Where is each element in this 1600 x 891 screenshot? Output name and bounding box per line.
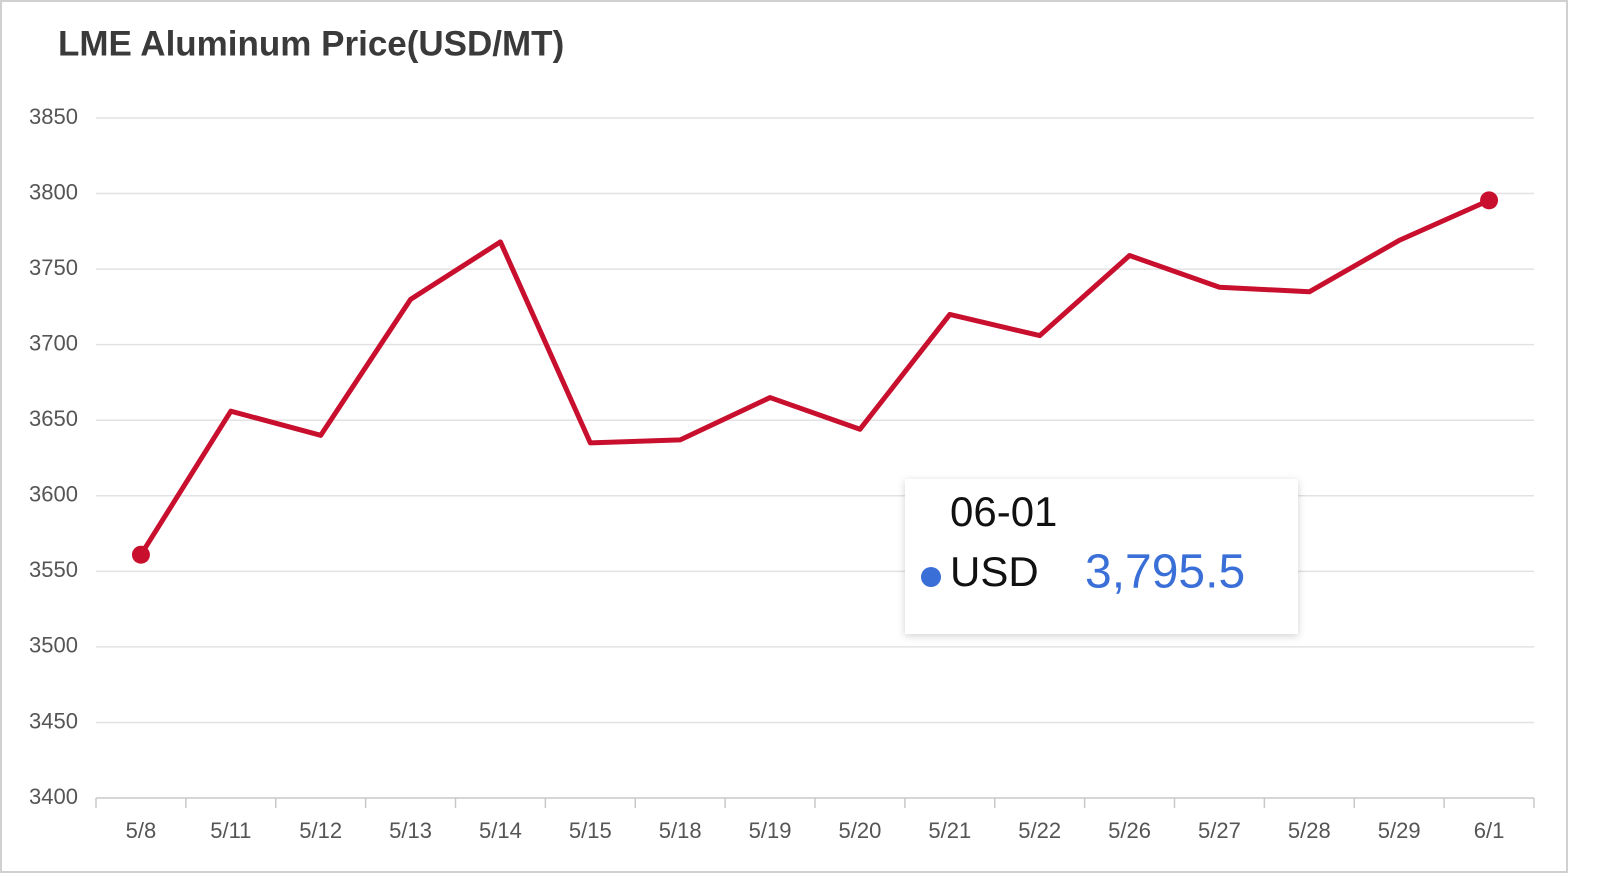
x-tick-label: 5/13 [389, 818, 432, 843]
tooltip: 06-01 USD 3,795.5 [905, 479, 1298, 634]
x-tick-label: 5/22 [1018, 818, 1061, 843]
x-tick-label: 5/15 [569, 818, 612, 843]
x-tick-label: 5/21 [928, 818, 971, 843]
y-tick-label: 3800 [29, 179, 78, 204]
tooltip-value: 3,795.5 [1085, 546, 1245, 599]
y-tick-label: 3400 [29, 784, 78, 809]
y-tick-label: 3450 [29, 708, 78, 733]
x-tick-label: 5/26 [1108, 818, 1151, 843]
x-tick-label: 5/12 [299, 818, 342, 843]
x-tick-label: 5/8 [126, 818, 157, 843]
y-tick-label: 3850 [29, 104, 78, 129]
y-tick-label: 3550 [29, 557, 78, 582]
y-tick-label: 3750 [29, 255, 78, 280]
x-tick-label: 5/19 [749, 818, 792, 843]
x-tick-label: 5/29 [1378, 818, 1421, 843]
x-tick-label: 6/1 [1474, 818, 1505, 843]
y-tick-label: 3500 [29, 633, 78, 658]
x-tick-label: 5/11 [210, 818, 251, 843]
x-tick-label: 5/20 [839, 818, 882, 843]
y-tick-label: 3700 [29, 330, 78, 355]
point-marker [131, 545, 150, 564]
x-tick-label: 5/18 [659, 818, 702, 843]
chart-title: LME Aluminum Price(USD/MT) [58, 24, 564, 63]
tooltip-box [905, 479, 1298, 634]
x-tick-label: 5/28 [1288, 818, 1331, 843]
x-tick-label: 5/27 [1198, 818, 1241, 843]
tooltip-title: 06-01 [950, 488, 1057, 535]
tooltip-series: USD [950, 548, 1039, 595]
line [138, 198, 1491, 557]
chart-frame [0, 0, 1568, 873]
tooltip-marker [921, 567, 941, 587]
y-tick-label: 3650 [29, 406, 78, 431]
y-tick-label: 3600 [29, 482, 78, 507]
point-marker [1480, 191, 1499, 210]
x-tick-label: 5/14 [479, 818, 522, 843]
